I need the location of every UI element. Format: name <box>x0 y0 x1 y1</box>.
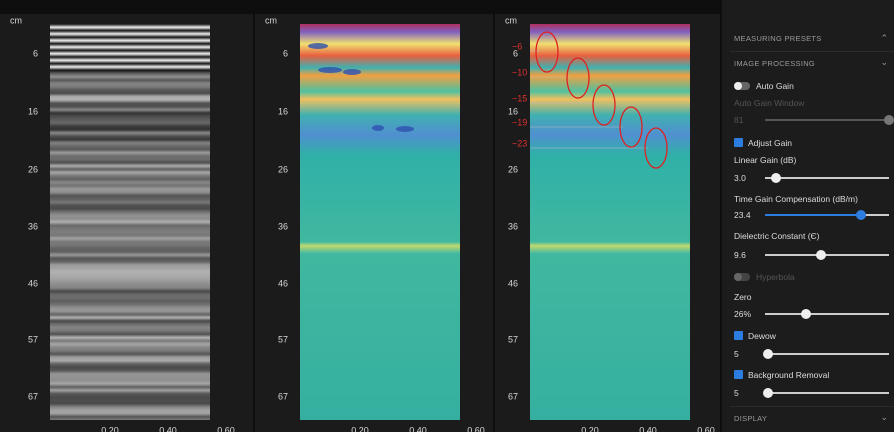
axis-unit: cm <box>265 15 277 25</box>
x-tick-label: 0.60 <box>467 425 485 432</box>
y-tick-label: 57 <box>278 334 288 344</box>
x-tick-label: 0.20 <box>351 425 369 432</box>
blob <box>308 43 328 49</box>
y-tick-label: 6 <box>33 48 38 58</box>
slider-value: 3.0 <box>734 173 746 183</box>
annotation: ~10 <box>512 67 527 77</box>
y-tick-label: 26 <box>28 164 38 174</box>
slider-thumb[interactable] <box>763 388 773 398</box>
slider-label: Auto Gain Window <box>734 98 804 108</box>
slider-value: 23.4 <box>734 210 751 220</box>
y-tick-label: 46 <box>508 278 518 288</box>
y-tick-label: 36 <box>278 221 288 231</box>
annotation: ~6 <box>512 41 522 51</box>
annotation: ~15 <box>512 93 527 103</box>
y-tick-label: 16 <box>278 106 288 116</box>
toggle[interactable] <box>734 273 750 281</box>
radargram <box>530 24 690 420</box>
slider-value: 9.6 <box>734 250 746 260</box>
slider-value: 26% <box>734 309 751 319</box>
y-tick-label: 36 <box>28 221 38 231</box>
checkbox[interactable] <box>734 138 743 147</box>
x-tick-label: 0.60 <box>697 425 715 432</box>
x-tick-label: 0.60 <box>217 425 235 432</box>
y-tick-label: 67 <box>28 391 38 401</box>
checkbox-label: Adjust Gain <box>748 138 792 148</box>
slider-thumb[interactable] <box>771 173 781 183</box>
section-header[interactable]: MEASURING PRESETS <box>734 34 822 43</box>
radargram <box>300 24 460 420</box>
blob <box>372 125 384 131</box>
y-tick-label: 16 <box>28 106 38 116</box>
slider-thumb[interactable] <box>763 349 773 359</box>
blob <box>318 67 342 73</box>
x-tick-label: 0.20 <box>101 425 119 432</box>
x-tick-label: 0.20 <box>581 425 599 432</box>
slider-label: Dielectric Constant (Є) <box>734 231 819 241</box>
blob <box>343 69 361 75</box>
checkbox-label: Background Removal <box>748 370 829 380</box>
y-tick-label: 16 <box>508 106 518 116</box>
section-header[interactable]: IMAGE PROCESSING <box>734 59 815 68</box>
section-header[interactable]: DISPLAY <box>734 414 767 423</box>
axis-unit: cm <box>10 15 22 25</box>
x-tick-label: 0.40 <box>409 425 427 432</box>
slider-thumb <box>884 115 894 125</box>
slider-label: Linear Gain (dB) <box>734 155 796 165</box>
toggle[interactable] <box>734 82 750 90</box>
blob <box>396 126 414 132</box>
toggle-label: Auto Gain <box>756 81 794 91</box>
y-tick-label: 36 <box>508 221 518 231</box>
slider-value: 5 <box>734 388 739 398</box>
y-tick-label: 46 <box>278 278 288 288</box>
settings-panel: MEASURING PRESETS⌃ IMAGE PROCESSING⌄ Aut… <box>722 0 894 432</box>
checkbox-label: Dewow <box>748 331 776 341</box>
y-tick-label: 26 <box>508 164 518 174</box>
y-tick-label: 46 <box>28 278 38 288</box>
slider-value: 81 <box>734 115 743 125</box>
x-tick-label: 0.40 <box>159 425 177 432</box>
checkbox[interactable] <box>734 331 743 340</box>
radargram-view: cm 6 16 26 36 46 57 67 0.20 0.40 0.60 cm 6 16 26 36 46 57… <box>0 0 722 432</box>
x-tick-label: 0.40 <box>639 425 657 432</box>
radargram <box>50 24 210 420</box>
slider-label: Time Gain Compensation (dB/m) <box>734 194 858 204</box>
slider-thumb[interactable] <box>816 250 826 260</box>
y-tick-label: 26 <box>278 164 288 174</box>
y-tick-label: 57 <box>508 334 518 344</box>
checkbox[interactable] <box>734 370 743 379</box>
slider-thumb[interactable] <box>856 210 866 220</box>
toggle-label: Hyperbola <box>756 272 795 282</box>
y-tick-label: 57 <box>28 334 38 344</box>
y-tick-label: 6 <box>283 48 288 58</box>
app: cm 6 16 26 36 46 57 67 0.20 0.40 0.60 cm 6 16 26 36 46 57… <box>0 0 894 432</box>
slider-label: Zero <box>734 292 751 302</box>
y-tick-label: 67 <box>508 391 518 401</box>
annotation: ~23 <box>512 138 527 148</box>
y-tick-label: 67 <box>278 391 288 401</box>
annotation: ~19 <box>512 117 527 127</box>
slider-thumb[interactable] <box>801 309 811 319</box>
axis-unit: cm <box>505 15 517 25</box>
slider-value: 5 <box>734 349 739 359</box>
